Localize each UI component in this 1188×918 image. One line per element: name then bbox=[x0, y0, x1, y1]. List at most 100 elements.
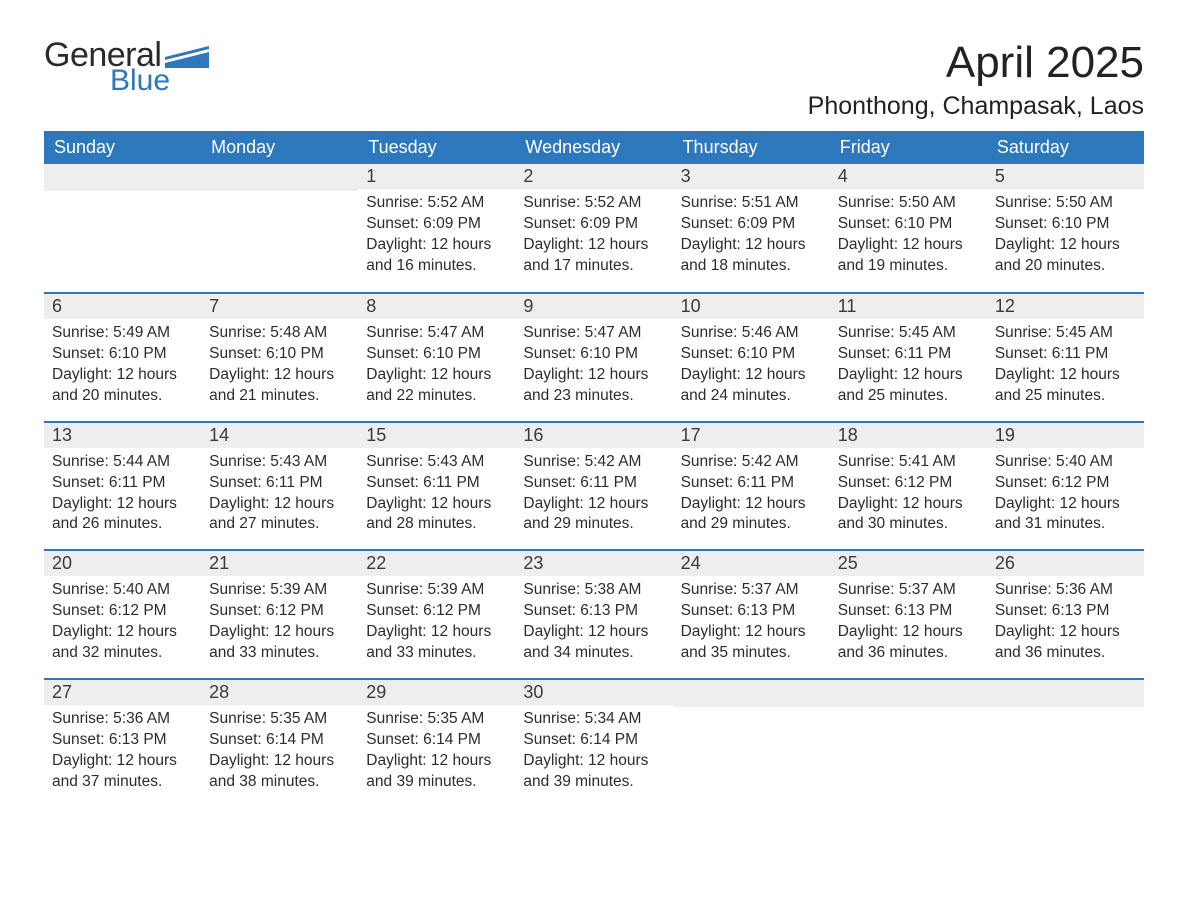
calendar-header-cell: Friday bbox=[830, 131, 987, 164]
calendar-day-cell: 22Sunrise: 5:39 AMSunset: 6:12 PMDayligh… bbox=[358, 551, 515, 678]
day-details: Sunrise: 5:37 AMSunset: 6:13 PMDaylight:… bbox=[673, 580, 830, 664]
sunset-line: Sunset: 6:10 PM bbox=[209, 344, 350, 365]
sunset-line: Sunset: 6:14 PM bbox=[209, 730, 350, 751]
day-details: Sunrise: 5:37 AMSunset: 6:13 PMDaylight:… bbox=[830, 580, 987, 664]
day-details: Sunrise: 5:40 AMSunset: 6:12 PMDaylight:… bbox=[987, 452, 1144, 536]
calendar-day-cell: 29Sunrise: 5:35 AMSunset: 6:14 PMDayligh… bbox=[358, 680, 515, 807]
calendar-day-cell: 30Sunrise: 5:34 AMSunset: 6:14 PMDayligh… bbox=[515, 680, 672, 807]
calendar-day-cell: 1Sunrise: 5:52 AMSunset: 6:09 PMDaylight… bbox=[358, 164, 515, 292]
daylight-line: Daylight: 12 hours and 37 minutes. bbox=[52, 751, 193, 793]
day-details: Sunrise: 5:42 AMSunset: 6:11 PMDaylight:… bbox=[515, 452, 672, 536]
calendar-day-cell bbox=[44, 164, 201, 292]
sunrise-line: Sunrise: 5:40 AM bbox=[52, 580, 193, 601]
sunset-line: Sunset: 6:10 PM bbox=[995, 214, 1136, 235]
daylight-line: Daylight: 12 hours and 25 minutes. bbox=[838, 365, 979, 407]
calendar-week-row: 1Sunrise: 5:52 AMSunset: 6:09 PMDaylight… bbox=[44, 164, 1144, 292]
day-number: 4 bbox=[830, 164, 987, 189]
daylight-line: Daylight: 12 hours and 23 minutes. bbox=[523, 365, 664, 407]
calendar-day-cell: 6 Sunrise: 5:49 AMSunset: 6:10 PMDaylight… bbox=[44, 294, 201, 421]
daylight-line: Daylight: 12 hours and 39 minutes. bbox=[366, 751, 507, 793]
daylight-line: Daylight: 12 hours and 16 minutes. bbox=[366, 235, 507, 277]
day-number: 8 bbox=[358, 294, 515, 319]
sunrise-line: Sunrise: 5:37 AM bbox=[838, 580, 979, 601]
sunrise-line: Sunrise: 5:43 AM bbox=[209, 452, 350, 473]
sunset-line: Sunset: 6:10 PM bbox=[366, 344, 507, 365]
sunset-line: Sunset: 6:11 PM bbox=[209, 473, 350, 494]
day-number: 10 bbox=[673, 294, 830, 319]
sunrise-line: Sunrise: 5:46 AM bbox=[681, 323, 822, 344]
day-details: Sunrise: 5:49 AMSunset: 6:10 PMDaylight:… bbox=[44, 323, 201, 407]
daylight-line: Daylight: 12 hours and 30 minutes. bbox=[838, 494, 979, 536]
day-number bbox=[201, 164, 358, 191]
day-number: 12 bbox=[987, 294, 1144, 319]
sunrise-line: Sunrise: 5:40 AM bbox=[995, 452, 1136, 473]
day-details: Sunrise: 5:47 AMSunset: 6:10 PMDaylight:… bbox=[515, 323, 672, 407]
day-details: Sunrise: 5:42 AMSunset: 6:11 PMDaylight:… bbox=[673, 452, 830, 536]
sunset-line: Sunset: 6:10 PM bbox=[523, 344, 664, 365]
month-title: April 2025 bbox=[808, 38, 1144, 88]
calendar-day-cell: 12Sunrise: 5:45 AMSunset: 6:11 PMDayligh… bbox=[987, 294, 1144, 421]
sunset-line: Sunset: 6:12 PM bbox=[209, 601, 350, 622]
day-number: 16 bbox=[515, 423, 672, 448]
day-number: 18 bbox=[830, 423, 987, 448]
daylight-line: Daylight: 12 hours and 34 minutes. bbox=[523, 622, 664, 664]
sunrise-line: Sunrise: 5:50 AM bbox=[838, 193, 979, 214]
day-details: Sunrise: 5:43 AMSunset: 6:11 PMDaylight:… bbox=[201, 452, 358, 536]
day-number: 6 bbox=[44, 294, 201, 319]
calendar-week-row: 13Sunrise: 5:44 AMSunset: 6:11 PMDayligh… bbox=[44, 421, 1144, 550]
day-number: 3 bbox=[673, 164, 830, 189]
logo-text-blue: Blue bbox=[110, 66, 209, 96]
daylight-line: Daylight: 12 hours and 20 minutes. bbox=[52, 365, 193, 407]
day-details: Sunrise: 5:39 AMSunset: 6:12 PMDaylight:… bbox=[358, 580, 515, 664]
sunset-line: Sunset: 6:12 PM bbox=[52, 601, 193, 622]
sunset-line: Sunset: 6:11 PM bbox=[995, 344, 1136, 365]
day-number: 5 bbox=[987, 164, 1144, 189]
day-number: 28 bbox=[201, 680, 358, 705]
calendar-day-cell: 19 Sunrise: 5:40 AMSunset: 6:12 PMDayligh… bbox=[987, 423, 1144, 550]
logo: General Blue bbox=[44, 38, 209, 96]
day-number: 2 bbox=[515, 164, 672, 189]
sunrise-line: Sunrise: 5:36 AM bbox=[52, 709, 193, 730]
calendar-grid: SundayMondayTuesdayWednesdayThursdayFrid… bbox=[44, 131, 1144, 807]
day-number bbox=[673, 680, 830, 707]
sunset-line: Sunset: 6:13 PM bbox=[523, 601, 664, 622]
day-number: 26 bbox=[987, 551, 1144, 576]
day-number bbox=[830, 680, 987, 707]
calendar-day-cell: 7Sunrise: 5:48 AMSunset: 6:10 PMDaylight… bbox=[201, 294, 358, 421]
sunrise-line: Sunrise: 5:42 AM bbox=[681, 452, 822, 473]
sunset-line: Sunset: 6:11 PM bbox=[838, 344, 979, 365]
sunrise-line: Sunrise: 5:36 AM bbox=[995, 580, 1136, 601]
sunset-line: Sunset: 6:11 PM bbox=[52, 473, 193, 494]
day-number: 19 bbox=[987, 423, 1144, 448]
day-number: 20 bbox=[44, 551, 201, 576]
day-details: Sunrise: 5:46 AMSunset: 6:10 PMDaylight:… bbox=[673, 323, 830, 407]
calendar-day-cell: 3Sunrise: 5:51 AMSunset: 6:09 PMDaylight… bbox=[673, 164, 830, 292]
sunrise-line: Sunrise: 5:50 AM bbox=[995, 193, 1136, 214]
calendar-day-cell bbox=[201, 164, 358, 292]
day-number bbox=[987, 680, 1144, 707]
daylight-line: Daylight: 12 hours and 39 minutes. bbox=[523, 751, 664, 793]
sunrise-line: Sunrise: 5:45 AM bbox=[995, 323, 1136, 344]
header-block: General Blue April 2025 Phonthong, Champ… bbox=[44, 38, 1144, 121]
calendar-day-cell: 2Sunrise: 5:52 AMSunset: 6:09 PMDaylight… bbox=[515, 164, 672, 292]
sunrise-line: Sunrise: 5:52 AM bbox=[366, 193, 507, 214]
calendar-day-cell: 4 Sunrise: 5:50 AMSunset: 6:10 PMDaylight… bbox=[830, 164, 987, 292]
day-number: 24 bbox=[673, 551, 830, 576]
calendar-day-cell: 24 Sunrise: 5:37 AMSunset: 6:13 PMDayligh… bbox=[673, 551, 830, 678]
daylight-line: Daylight: 12 hours and 29 minutes. bbox=[523, 494, 664, 536]
sunrise-line: Sunrise: 5:39 AM bbox=[209, 580, 350, 601]
sunrise-line: Sunrise: 5:47 AM bbox=[366, 323, 507, 344]
day-details: Sunrise: 5:38 AMSunset: 6:13 PMDaylight:… bbox=[515, 580, 672, 664]
sunrise-line: Sunrise: 5:49 AM bbox=[52, 323, 193, 344]
sunset-line: Sunset: 6:12 PM bbox=[995, 473, 1136, 494]
daylight-line: Daylight: 12 hours and 31 minutes. bbox=[995, 494, 1136, 536]
daylight-line: Daylight: 12 hours and 22 minutes. bbox=[366, 365, 507, 407]
calendar-week-row: 6Sunrise: 5:49 AMSunset: 6:10 PMDaylight… bbox=[44, 292, 1144, 421]
sunset-line: Sunset: 6:13 PM bbox=[52, 730, 193, 751]
day-details: Sunrise: 5:50 AMSunset: 6:10 PMDaylight:… bbox=[830, 193, 987, 277]
day-details: Sunrise: 5:45 AMSunset: 6:11 PMDaylight:… bbox=[830, 323, 987, 407]
daylight-line: Daylight: 12 hours and 36 minutes. bbox=[995, 622, 1136, 664]
sunrise-line: Sunrise: 5:47 AM bbox=[523, 323, 664, 344]
calendar-day-cell bbox=[987, 680, 1144, 807]
sunrise-line: Sunrise: 5:38 AM bbox=[523, 580, 664, 601]
